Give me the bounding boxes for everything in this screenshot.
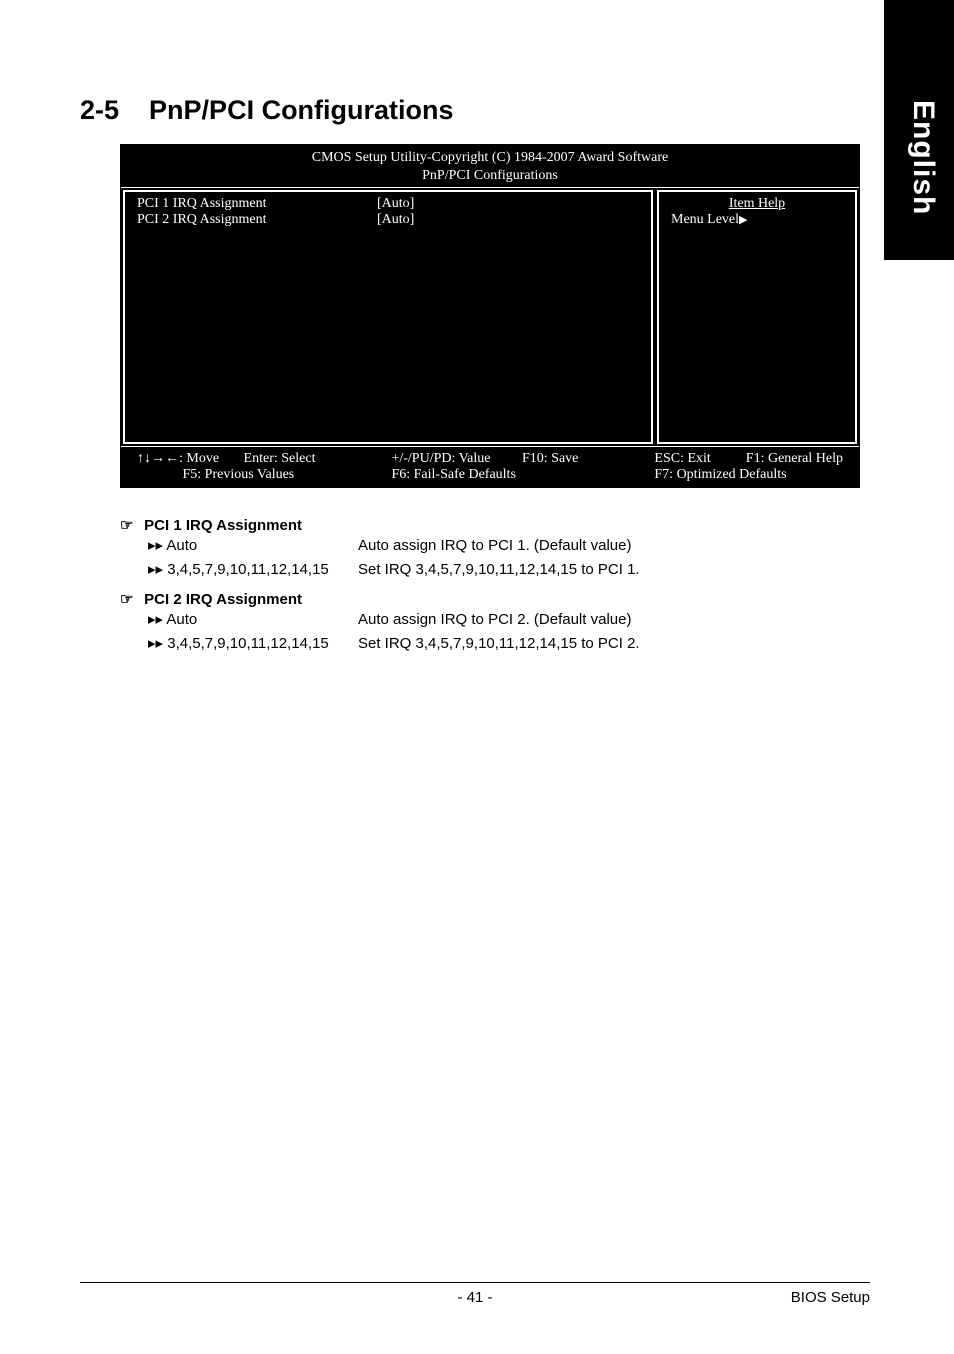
desc-option: ▸▸ Auto <box>148 608 358 632</box>
desc-option-text: Auto <box>166 611 197 628</box>
page-content: 2-5 PnP/PCI Configurations CMOS Setup Ut… <box>80 95 870 656</box>
bios-footer-text: F7: Optimized Defaults <box>654 467 786 482</box>
bios-footer: ↑↓→←: Move Enter: Select F5: Previous Va… <box>121 447 859 487</box>
section-number: 2-5 <box>80 95 119 125</box>
bios-footer-text: ↑↓→←: Move Enter: Select <box>137 451 315 466</box>
desc-heading-text: PCI 2 IRQ Assignment <box>144 591 302 608</box>
desc-option-text: 3,4,5,7,9,10,11,12,14,15 <box>167 561 329 578</box>
desc-text: Set IRQ 3,4,5,7,9,10,11,12,14,15 to PCI … <box>358 632 640 656</box>
bios-row[interactable]: PCI 2 IRQ Assignment [Auto] <box>137 212 639 228</box>
desc-row: ▸▸ 3,4,5,7,9,10,11,12,14,15 Set IRQ 3,4,… <box>148 558 870 582</box>
bios-footer-text: +/-/PU/PD: Value F10: Save <box>391 451 578 466</box>
bios-footer-col3: ESC: Exit F1: General Help F7: Optimized… <box>654 451 843 483</box>
desc-text: Auto assign IRQ to PCI 1. (Default value… <box>358 534 631 558</box>
desc-option-text: 3,4,5,7,9,10,11,12,14,15 <box>167 635 329 652</box>
bios-footer-col1: ↑↓→←: Move Enter: Select F5: Previous Va… <box>137 451 315 483</box>
desc-heading: ☞ PCI 1 IRQ Assignment <box>120 516 870 534</box>
bios-header: CMOS Setup Utility-Copyright (C) 1984-20… <box>121 145 859 187</box>
bios-item-help: Item Help <box>671 196 843 212</box>
bios-right-panel: Item Help Menu Level▶ <box>657 190 857 444</box>
bios-header-line2: PnP/PCI Configurations <box>121 167 859 185</box>
bios-menu-level: Menu Level▶ <box>671 212 843 228</box>
bios-footer-text: F6: Fail-Safe Defaults <box>391 467 515 482</box>
bios-left-panel: PCI 1 IRQ Assignment [Auto] PCI 2 IRQ As… <box>123 190 653 444</box>
bios-row-value: [Auto] <box>377 212 414 228</box>
bios-screen: CMOS Setup Utility-Copyright (C) 1984-20… <box>120 144 860 488</box>
pointer-icon: ☞ <box>120 516 140 534</box>
bios-footer-text: F5: Previous Values <box>137 467 294 482</box>
bios-footer-text: ESC: Exit F1: General Help <box>654 451 843 466</box>
descriptions: ☞ PCI 1 IRQ Assignment ▸▸ Auto Auto assi… <box>120 516 870 656</box>
bios-menu-level-text: Menu Level <box>671 212 739 227</box>
page-footer: - 41 - BIOS Setup <box>80 1282 870 1306</box>
footer-right: BIOS Setup <box>791 1289 870 1306</box>
bios-row-label: PCI 1 IRQ Assignment <box>137 196 377 212</box>
bios-row[interactable]: PCI 1 IRQ Assignment [Auto] <box>137 196 639 212</box>
desc-row: ▸▸ Auto Auto assign IRQ to PCI 1. (Defau… <box>148 534 870 558</box>
desc-option: ▸▸ 3,4,5,7,9,10,11,12,14,15 <box>148 632 358 656</box>
desc-heading: ☞ PCI 2 IRQ Assignment <box>120 590 870 608</box>
double-arrow-icon: ▸▸ <box>148 561 163 578</box>
desc-option: ▸▸ Auto <box>148 534 358 558</box>
pointer-icon: ☞ <box>120 590 140 608</box>
double-arrow-icon: ▸▸ <box>148 537 163 554</box>
side-language-label: English <box>906 100 940 215</box>
triangle-icon: ▶ <box>739 214 747 226</box>
bios-header-line1: CMOS Setup Utility-Copyright (C) 1984-20… <box>121 149 859 167</box>
desc-row: ▸▸ 3,4,5,7,9,10,11,12,14,15 Set IRQ 3,4,… <box>148 632 870 656</box>
desc-text: Set IRQ 3,4,5,7,9,10,11,12,14,15 to PCI … <box>358 558 640 582</box>
section-heading: PnP/PCI Configurations <box>149 95 454 125</box>
desc-row: ▸▸ Auto Auto assign IRQ to PCI 2. (Defau… <box>148 608 870 632</box>
page-number: - 41 - <box>457 1289 492 1306</box>
bios-main: PCI 1 IRQ Assignment [Auto] PCI 2 IRQ As… <box>121 187 859 447</box>
desc-heading-text: PCI 1 IRQ Assignment <box>144 517 302 534</box>
side-language-tab: English <box>884 0 954 260</box>
bios-row-label: PCI 2 IRQ Assignment <box>137 212 377 228</box>
bios-footer-col2: +/-/PU/PD: Value F10: Save F6: Fail-Safe… <box>391 451 578 483</box>
double-arrow-icon: ▸▸ <box>148 611 163 628</box>
double-arrow-icon: ▸▸ <box>148 635 163 652</box>
desc-option: ▸▸ 3,4,5,7,9,10,11,12,14,15 <box>148 558 358 582</box>
desc-option-text: Auto <box>166 537 197 554</box>
bios-row-value: [Auto] <box>377 196 414 212</box>
section-title: 2-5 PnP/PCI Configurations <box>80 95 870 126</box>
desc-text: Auto assign IRQ to PCI 2. (Default value… <box>358 608 631 632</box>
